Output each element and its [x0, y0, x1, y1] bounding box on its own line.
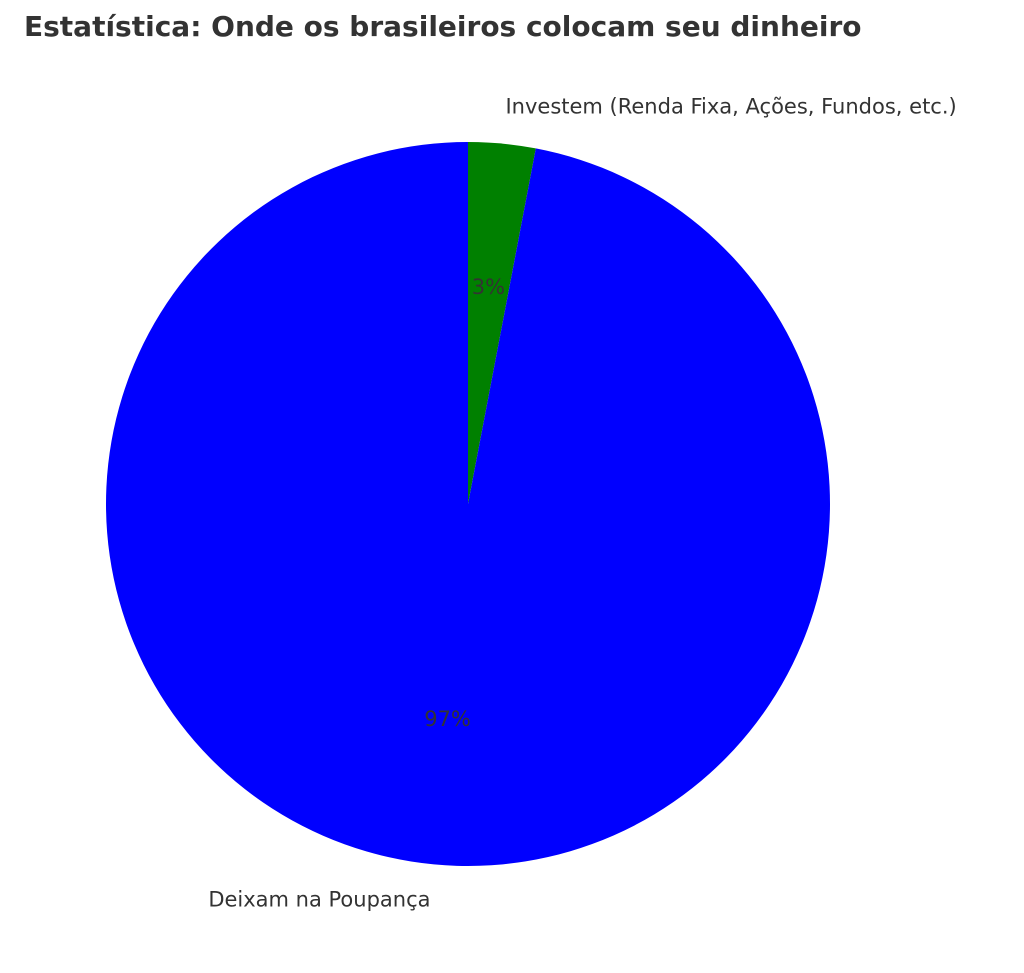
- percent-label: 97%: [424, 707, 471, 731]
- pie-slice: [105, 142, 830, 866]
- slice-label: Investem (Renda Fixa, Ações, Fundos, etc…: [505, 95, 956, 119]
- pie-slice: [468, 142, 536, 504]
- slice-label: Deixam na Poupança: [208, 887, 430, 911]
- percent-label: 3%: [472, 275, 505, 299]
- chart-title: Estatística: Onde os brasileiros colocam…: [24, 10, 862, 43]
